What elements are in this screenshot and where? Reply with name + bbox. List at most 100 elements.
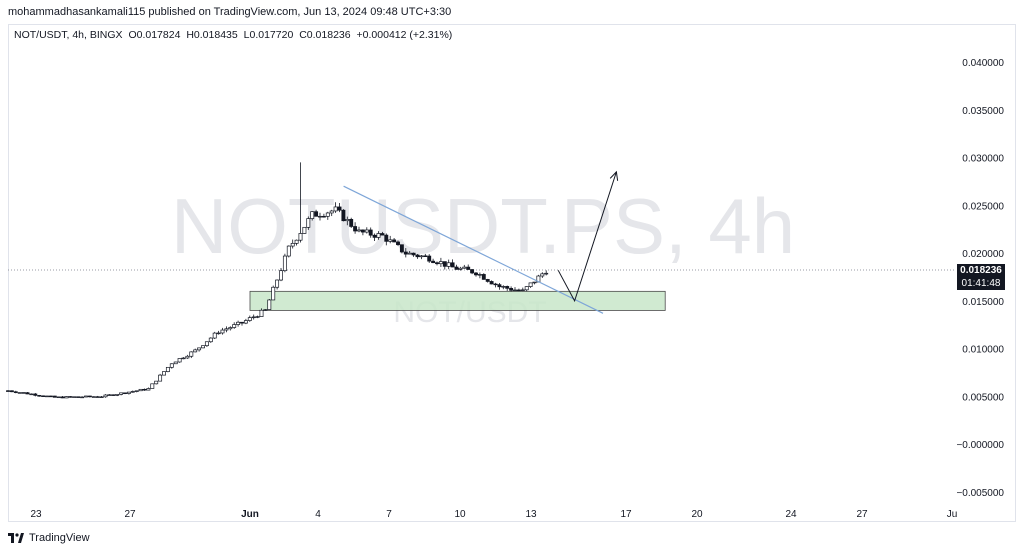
y-tick-label: 0.010000 — [962, 345, 1004, 356]
candle — [134, 390, 139, 393]
x-tick-label: 27 — [856, 509, 868, 520]
candle — [21, 392, 26, 394]
candle — [310, 211, 315, 221]
candle — [224, 326, 229, 333]
candle — [372, 233, 377, 242]
y-tick-label: 0.030000 — [962, 154, 1004, 165]
candle — [450, 259, 455, 268]
candle — [298, 162, 303, 243]
ohlc-close: C0.018236 — [299, 29, 351, 41]
candle — [474, 272, 478, 277]
x-tick-label: 24 — [785, 509, 797, 520]
candle — [357, 226, 361, 233]
candle — [513, 287, 517, 292]
candle — [232, 322, 237, 329]
candle — [275, 279, 280, 290]
candle — [228, 326, 233, 331]
arrowhead-icon — [609, 170, 619, 181]
candle — [255, 315, 260, 319]
y-tick-label: −0.005000 — [956, 488, 1004, 499]
candle — [119, 392, 124, 396]
y-axis[interactable]: 0.040000 0.035000 0.030000 0.025000 0.020000… — [956, 58, 1004, 499]
candle — [446, 259, 451, 270]
candle — [376, 231, 381, 240]
candle — [138, 388, 143, 392]
ohlc-low: L0.017720 — [243, 29, 294, 41]
x-tick-label: 17 — [620, 509, 632, 520]
candle — [169, 363, 174, 369]
candle — [290, 239, 295, 249]
candle — [197, 347, 202, 352]
candle — [6, 390, 10, 392]
candle — [532, 281, 537, 285]
candle — [236, 320, 241, 327]
candle — [173, 361, 178, 365]
projection-arrow[interactable] — [557, 171, 617, 303]
footer-brand[interactable]: TradingView — [8, 532, 90, 544]
support-zone[interactable] — [249, 290, 666, 311]
candle — [388, 235, 393, 244]
candle — [403, 248, 408, 258]
candle — [72, 396, 77, 398]
candle — [193, 348, 198, 353]
candle — [431, 258, 436, 264]
descending-trendline[interactable] — [343, 185, 604, 314]
candle — [345, 216, 350, 226]
current-price-value: 0.018236 — [960, 265, 1002, 276]
candle — [201, 345, 205, 349]
candle — [360, 229, 365, 236]
candle — [29, 393, 34, 396]
y-tick-label: 0.035000 — [962, 106, 1004, 117]
candle — [177, 358, 182, 363]
candle — [485, 278, 490, 283]
candle — [84, 395, 88, 398]
candle — [516, 288, 521, 292]
candle — [419, 254, 424, 260]
ohlc-change: +0.000412 (+2.31%) — [356, 29, 453, 41]
footer-brand-label: TradingView — [29, 532, 90, 544]
candle — [279, 267, 283, 282]
candle — [48, 395, 53, 398]
candle — [68, 396, 73, 398]
x-tick-label: 27 — [124, 509, 136, 520]
candle — [306, 216, 311, 230]
candle — [115, 393, 120, 397]
candle — [501, 285, 506, 290]
x-axis[interactable]: 23 27 Jun 4 7 10 13 17 20 24 27 Ju — [30, 509, 957, 520]
candle — [17, 392, 22, 394]
tradingview-logo-icon — [8, 533, 24, 543]
candle — [458, 266, 463, 271]
watermark-main: NOTUSDT.PS, 4h — [171, 182, 795, 270]
candle — [337, 203, 342, 213]
candle — [37, 394, 42, 397]
candle — [528, 282, 533, 288]
candle — [263, 309, 268, 311]
y-tick-label: 0.005000 — [962, 392, 1004, 403]
x-tick-label: 20 — [691, 509, 703, 520]
candle — [399, 244, 404, 254]
y-tick-label: 0.020000 — [962, 249, 1004, 260]
candle — [142, 388, 147, 391]
candle — [204, 341, 209, 347]
candle — [41, 395, 46, 397]
x-tick-label: 23 — [30, 509, 42, 520]
candle — [76, 396, 81, 398]
candle — [282, 253, 287, 273]
candle — [384, 233, 389, 246]
symbol-legend: NOT/USDT, 4h, BINGX O0.017824 H0.018435 … — [14, 29, 455, 41]
candle — [481, 273, 486, 280]
candle — [95, 395, 100, 398]
ohlc-open: O0.017824 — [128, 29, 181, 41]
candle — [353, 222, 358, 234]
candle — [411, 252, 416, 257]
candle — [493, 282, 498, 288]
candle — [329, 209, 334, 217]
x-tick-label: Jun — [241, 509, 259, 520]
candle — [302, 226, 307, 234]
candle — [477, 272, 482, 279]
candle — [165, 366, 170, 373]
candle — [314, 209, 319, 217]
candle — [111, 394, 116, 396]
candle — [185, 354, 190, 359]
